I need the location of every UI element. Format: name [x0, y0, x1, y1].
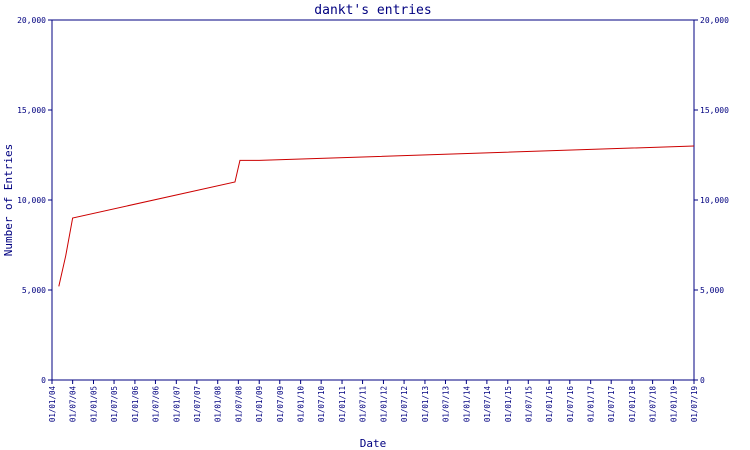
plot-frame	[51, 19, 695, 381]
x-tick-label: 01/07/05	[110, 386, 119, 422]
y-tick-label-left: 5,000	[22, 286, 46, 295]
x-tick-label: 01/07/17	[607, 386, 616, 422]
x-tick-label: 01/07/12	[400, 386, 409, 422]
x-tick-label: 01/01/19	[669, 386, 678, 422]
x-tick-label: 01/01/17	[587, 386, 596, 422]
series-line	[58, 145, 695, 287]
y-tick-label-right: 5,000	[700, 286, 724, 295]
y-tick-label-left: 0	[41, 376, 46, 385]
y-axis-right: 0 5,000 10,000 15,000 20,000	[694, 16, 729, 385]
x-tick-label: 01/07/19	[690, 386, 699, 422]
x-tick-label: 01/01/10	[297, 386, 306, 423]
x-tick-label: 01/01/06	[131, 386, 140, 423]
y-tick-label-right: 10,000	[700, 196, 729, 205]
x-tick-label: 01/07/08	[234, 386, 243, 423]
y-tick-label-left: 10,000	[17, 196, 46, 205]
x-tick-label: 01/07/04	[69, 386, 78, 423]
x-tick-label: 01/01/15	[504, 386, 513, 422]
y-tick-label-right: 0	[700, 376, 705, 385]
x-tick-label: 01/01/09	[255, 386, 264, 422]
x-tick-label: 01/07/18	[649, 386, 658, 423]
x-axis: 01/01/04 01/07/04 01/01/05 01/07/05 01/01/06…	[48, 380, 699, 422]
x-tick-label: 01/01/07	[172, 386, 181, 422]
x-tick-label: 01/07/14	[483, 386, 492, 423]
x-tick-label: 01/07/11	[359, 386, 368, 422]
y-axis-left: 0 5,000 10,000 15,000 20,000	[17, 16, 52, 385]
x-axis-label: Date	[360, 437, 387, 450]
x-tick-label: 01/07/09	[276, 386, 285, 422]
x-tick-label: 01/01/13	[421, 386, 430, 422]
x-tick-label: 01/07/10	[317, 386, 326, 423]
y-axis-label: Number of Entries	[2, 144, 15, 257]
x-tick-label: 01/01/04	[48, 386, 57, 423]
x-tick-label: 01/07/15	[524, 386, 533, 422]
series-layer	[58, 145, 695, 287]
x-tick-label: 01/07/07	[193, 386, 202, 422]
x-tick-label: 01/01/16	[545, 386, 554, 423]
x-tick-label: 01/01/18	[628, 386, 637, 423]
chart-title: dankt's entries	[314, 3, 431, 18]
y-tick-label-left: 15,000	[17, 106, 46, 115]
x-tick-label: 01/01/12	[379, 386, 388, 422]
x-tick-label: 01/07/06	[151, 386, 160, 423]
x-tick-label: 01/01/14	[462, 386, 471, 423]
x-tick-label: 01/07/13	[441, 386, 450, 422]
x-tick-label: 01/01/11	[338, 386, 347, 422]
y-tick-label-right: 20,000	[700, 16, 729, 25]
x-tick-label: 01/01/08	[214, 386, 223, 423]
x-tick-label: 01/07/16	[566, 386, 575, 423]
y-tick-label-left: 20,000	[17, 16, 46, 25]
y-tick-label-right: 15,000	[700, 106, 729, 115]
x-tick-label: 01/01/05	[90, 386, 99, 422]
